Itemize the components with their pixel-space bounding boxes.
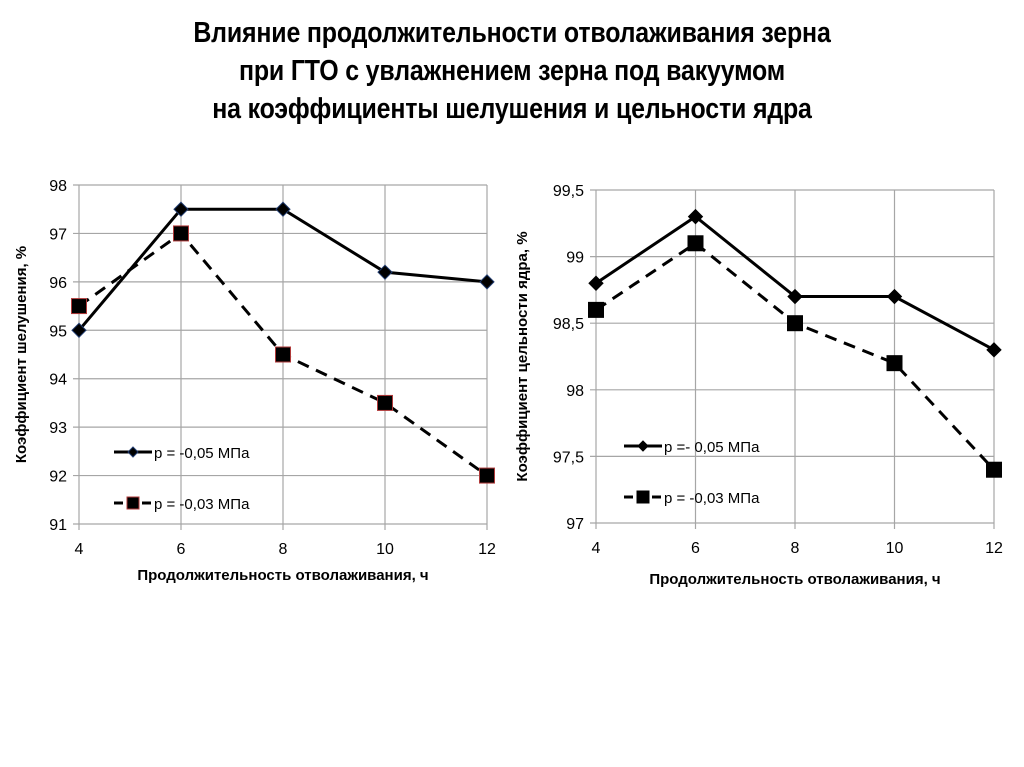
y-axis-label: Коэффициент цельности ядра, %	[514, 231, 531, 481]
square-marker-icon	[126, 496, 140, 510]
square-marker-icon	[687, 235, 704, 252]
diamond-marker-icon	[787, 288, 803, 305]
square-marker-icon	[886, 355, 903, 372]
diamond-marker-icon	[127, 446, 139, 458]
x-tick-label: 6	[691, 540, 700, 557]
square-marker-icon	[787, 315, 803, 332]
x-axis-label: Продолжительность отволаживания, ч	[137, 567, 428, 584]
diamond-marker-icon	[637, 440, 649, 452]
y-tick-label: 92	[49, 469, 67, 486]
y-tick-label: 94	[49, 372, 67, 389]
x-tick-label: 10	[886, 540, 904, 557]
square-marker-icon	[588, 301, 604, 318]
chart-husking: 91 92 93 94 95 96 97 98 4 6 8 10 12 Продолжительность…	[13, 178, 496, 584]
y-tick-label: 97,5	[553, 449, 584, 466]
square-marker-icon	[173, 225, 189, 242]
y-axis-label: Коэффициент шелушения, %	[13, 246, 30, 463]
y-tick-label: 97	[49, 226, 67, 243]
title-line-2: при ГТО с увлажнением зерна под вакуумом	[238, 55, 786, 87]
legend-item: p =- 0,05 МПа	[624, 439, 760, 456]
square-marker-icon	[479, 467, 495, 484]
diamond-marker-icon	[986, 342, 1002, 358]
grid	[590, 189, 995, 529]
x-tick-label: 12	[985, 540, 1003, 557]
legend-item: p = -0,05 МПа	[114, 445, 250, 462]
x-tick-label: 4	[75, 541, 84, 558]
y-tick-label: 99,5	[553, 183, 584, 200]
chart-integrity: 97 97,5 98 98,5 99 99,5 4 6 8 10 12 Продолжительнос…	[514, 183, 1003, 588]
x-tick-label: 8	[279, 541, 288, 558]
series-p-005	[588, 208, 1002, 358]
y-tick-label: 95	[49, 323, 67, 340]
legend-label: p =- 0,05 МПа	[664, 439, 760, 456]
diamond-marker-icon	[377, 264, 393, 280]
series-p-003	[71, 225, 495, 484]
diamond-marker-icon	[886, 288, 903, 305]
x-tick-label: 4	[592, 540, 601, 557]
legend-label: p = -0,03 МПа	[154, 496, 250, 513]
y-tick-label: 96	[49, 275, 67, 292]
x-tick-label: 12	[478, 541, 496, 558]
y-tick-label: 99	[566, 250, 584, 267]
legend-item: p = -0,03 МПа	[624, 490, 760, 507]
legend: p = -0,05 МПа p = -0,03 МПа	[114, 445, 250, 513]
diamond-marker-icon	[588, 275, 604, 291]
legend-item: p = -0,03 МПа	[114, 496, 250, 513]
title-line-1: Влияние продолжительности отволаживания …	[193, 17, 831, 49]
series-p-005	[71, 201, 495, 338]
x-tick-label: 10	[376, 541, 394, 558]
square-marker-icon	[636, 490, 650, 504]
y-tick-label: 98	[566, 383, 584, 400]
legend-label: p = -0,03 МПа	[664, 490, 760, 507]
square-marker-icon	[275, 346, 291, 363]
diamond-marker-icon	[479, 274, 495, 290]
square-marker-icon	[986, 461, 1002, 478]
x-tick-label: 6	[177, 541, 186, 558]
y-tick-label: 91	[49, 517, 67, 534]
diamond-marker-icon	[173, 201, 189, 217]
series-p-003	[588, 235, 1002, 478]
legend: p =- 0,05 МПа p = -0,03 МПа	[624, 439, 760, 507]
square-marker-icon	[377, 394, 393, 411]
y-tick-label: 98	[49, 178, 67, 195]
diamond-marker-icon	[687, 208, 704, 225]
diamond-marker-icon	[71, 322, 87, 338]
y-tick-label: 93	[49, 420, 67, 437]
y-tick-label: 98,5	[553, 316, 584, 333]
y-tick-label: 97	[566, 516, 584, 533]
diamond-marker-icon	[275, 201, 291, 217]
title-line-3: на коэффициенты шелушения и цельности яд…	[212, 93, 812, 125]
x-axis-label: Продолжительность отволаживания, ч	[649, 571, 940, 588]
page-title: Влияние продолжительности отволаживания …	[72, 14, 953, 128]
legend-label: p = -0,05 МПа	[154, 445, 250, 462]
x-tick-label: 8	[791, 540, 800, 557]
square-marker-icon	[71, 298, 87, 315]
